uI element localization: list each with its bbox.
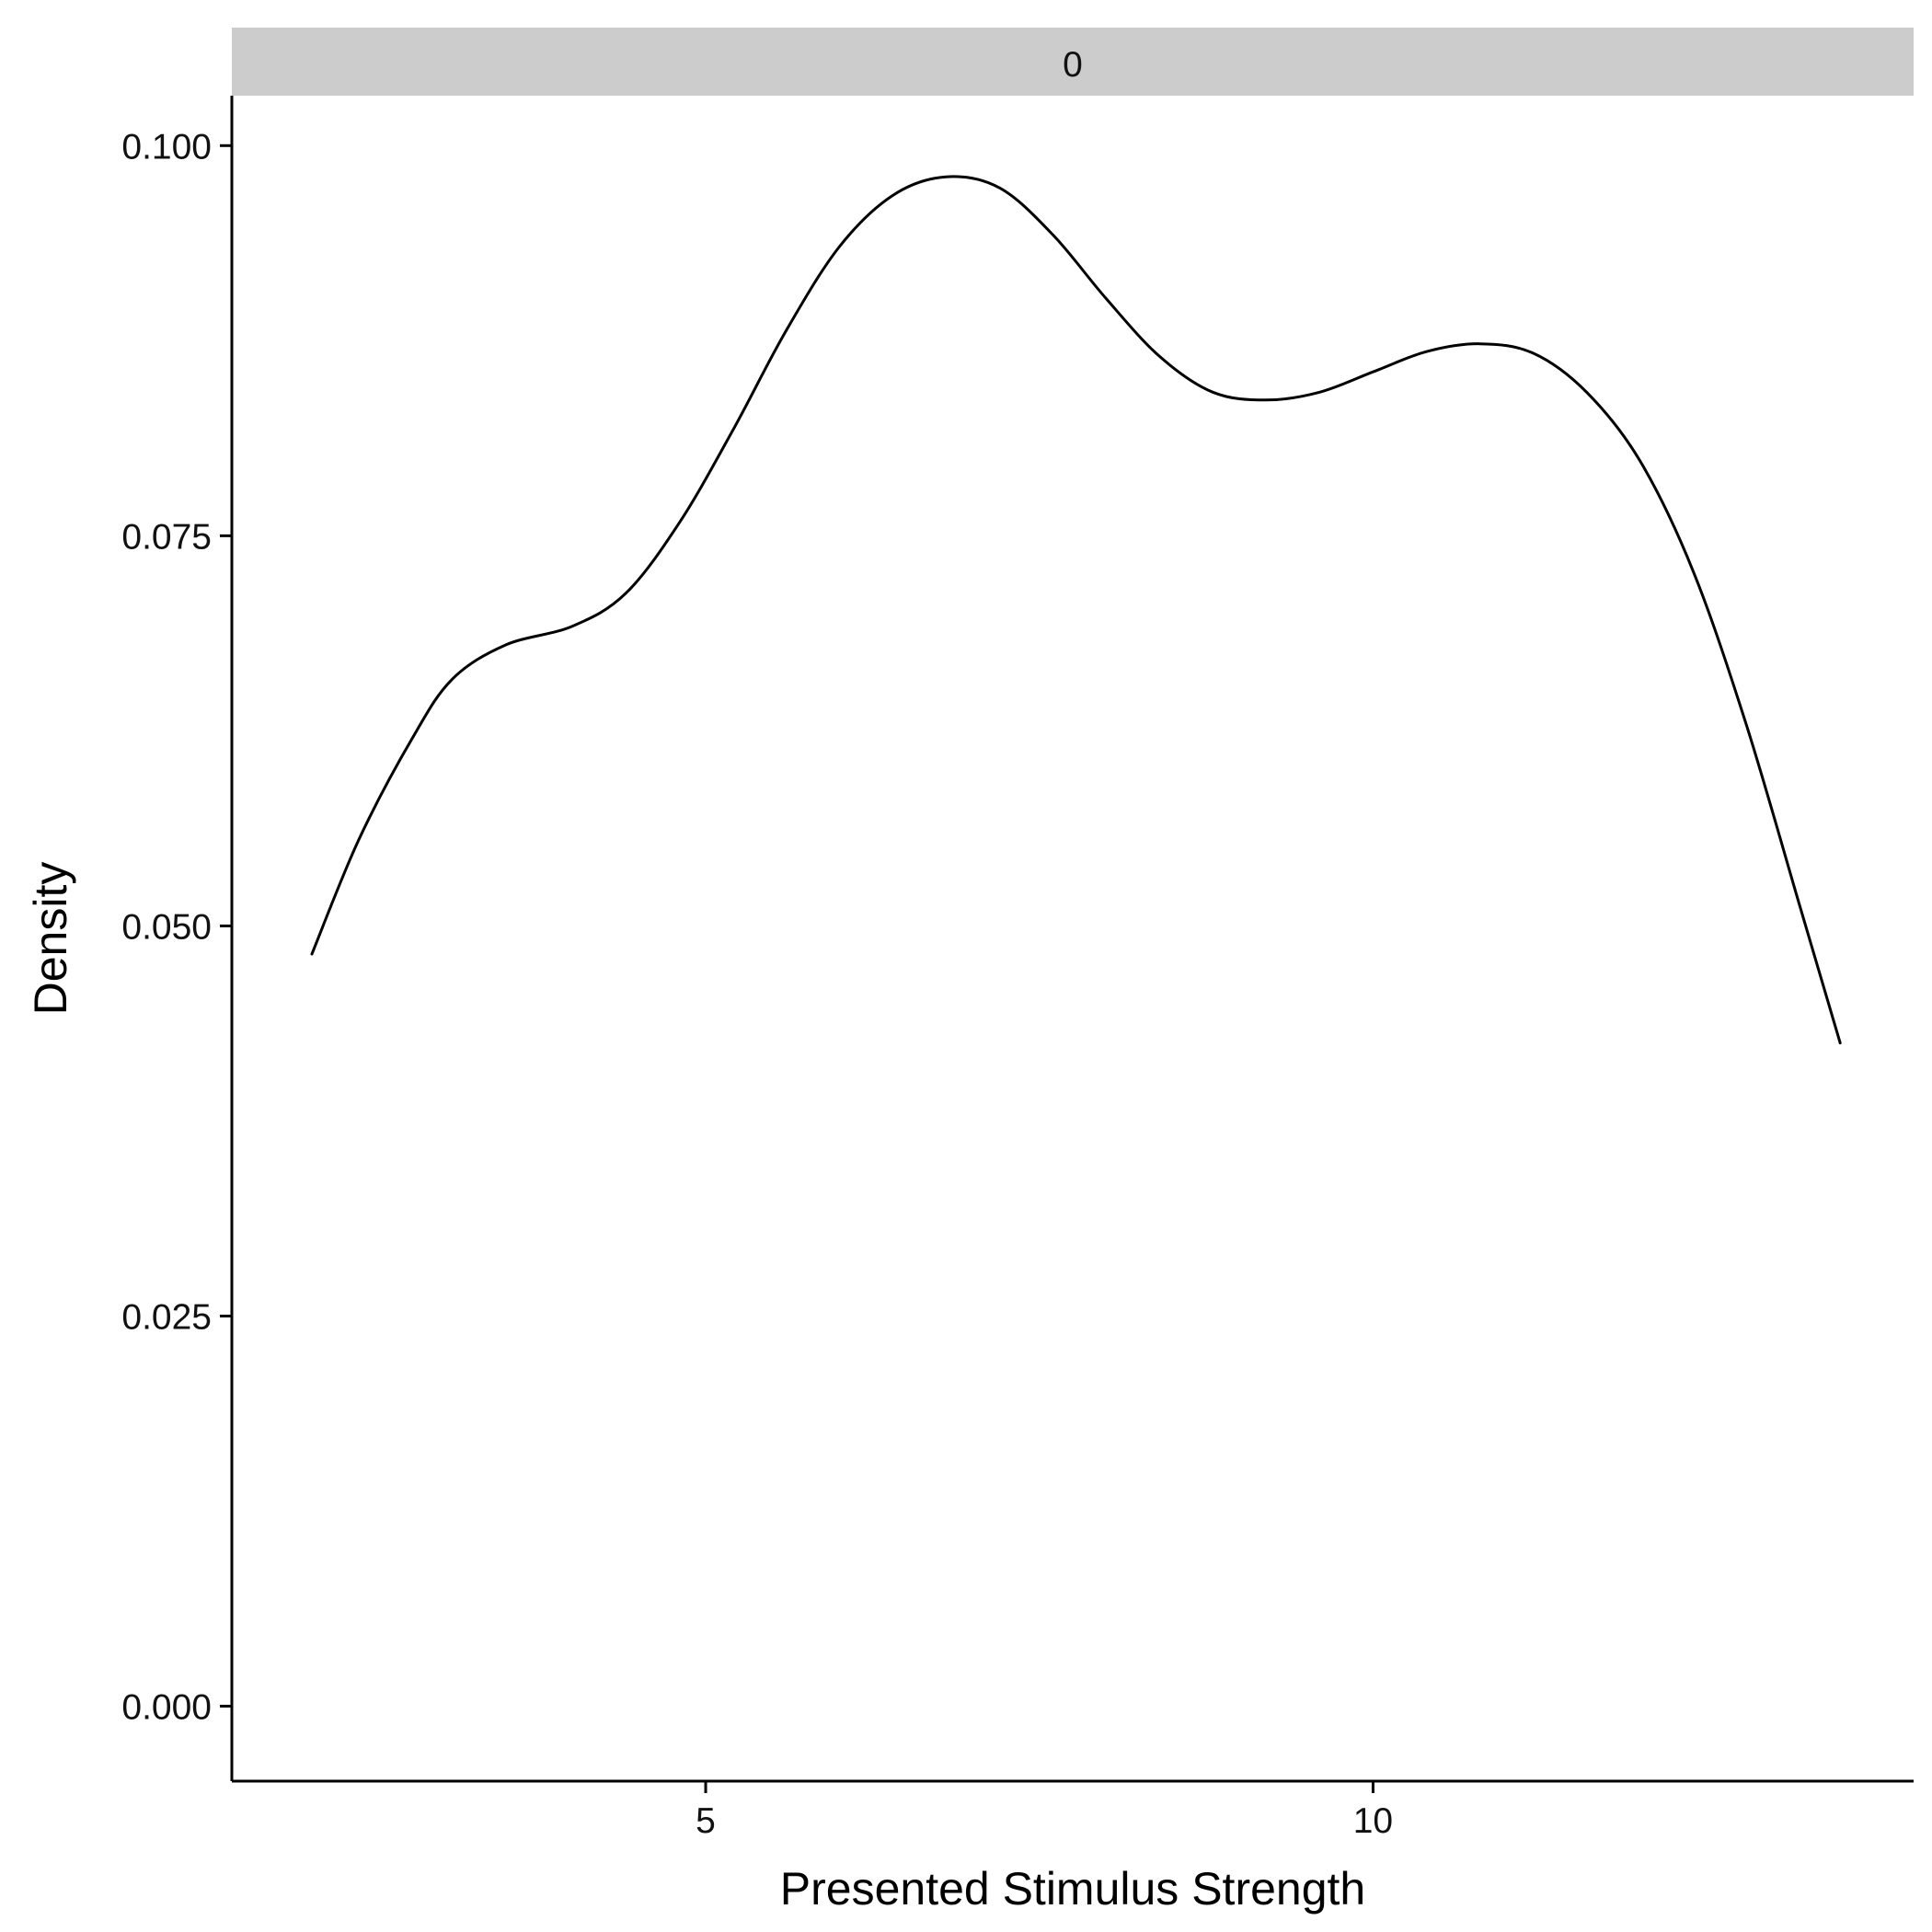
y-tick-label: 0.050	[121, 907, 212, 947]
y-tick-label: 0.025	[121, 1298, 212, 1338]
x-axis-title: Presented Stimulus Strength	[780, 1863, 1365, 1915]
y-tick-label: 0.000	[121, 1688, 212, 1728]
x-axis-ticks: 5 10	[696, 1781, 1393, 1841]
x-tick-label: 5	[696, 1801, 716, 1841]
y-axis-title: Density	[25, 862, 76, 1016]
facet-strip-background	[232, 28, 1914, 96]
y-axis-ticks: 0.000 0.025 0.050 0.075 0.100	[121, 127, 232, 1728]
facet-strip-label: 0	[1063, 45, 1083, 85]
y-tick-label: 0.075	[121, 517, 212, 557]
facet-strip: 0	[232, 28, 1914, 96]
y-tick-label: 0.100	[121, 127, 212, 167]
density-series-line	[310, 175, 1842, 1045]
x-tick-label: 10	[1353, 1801, 1393, 1841]
